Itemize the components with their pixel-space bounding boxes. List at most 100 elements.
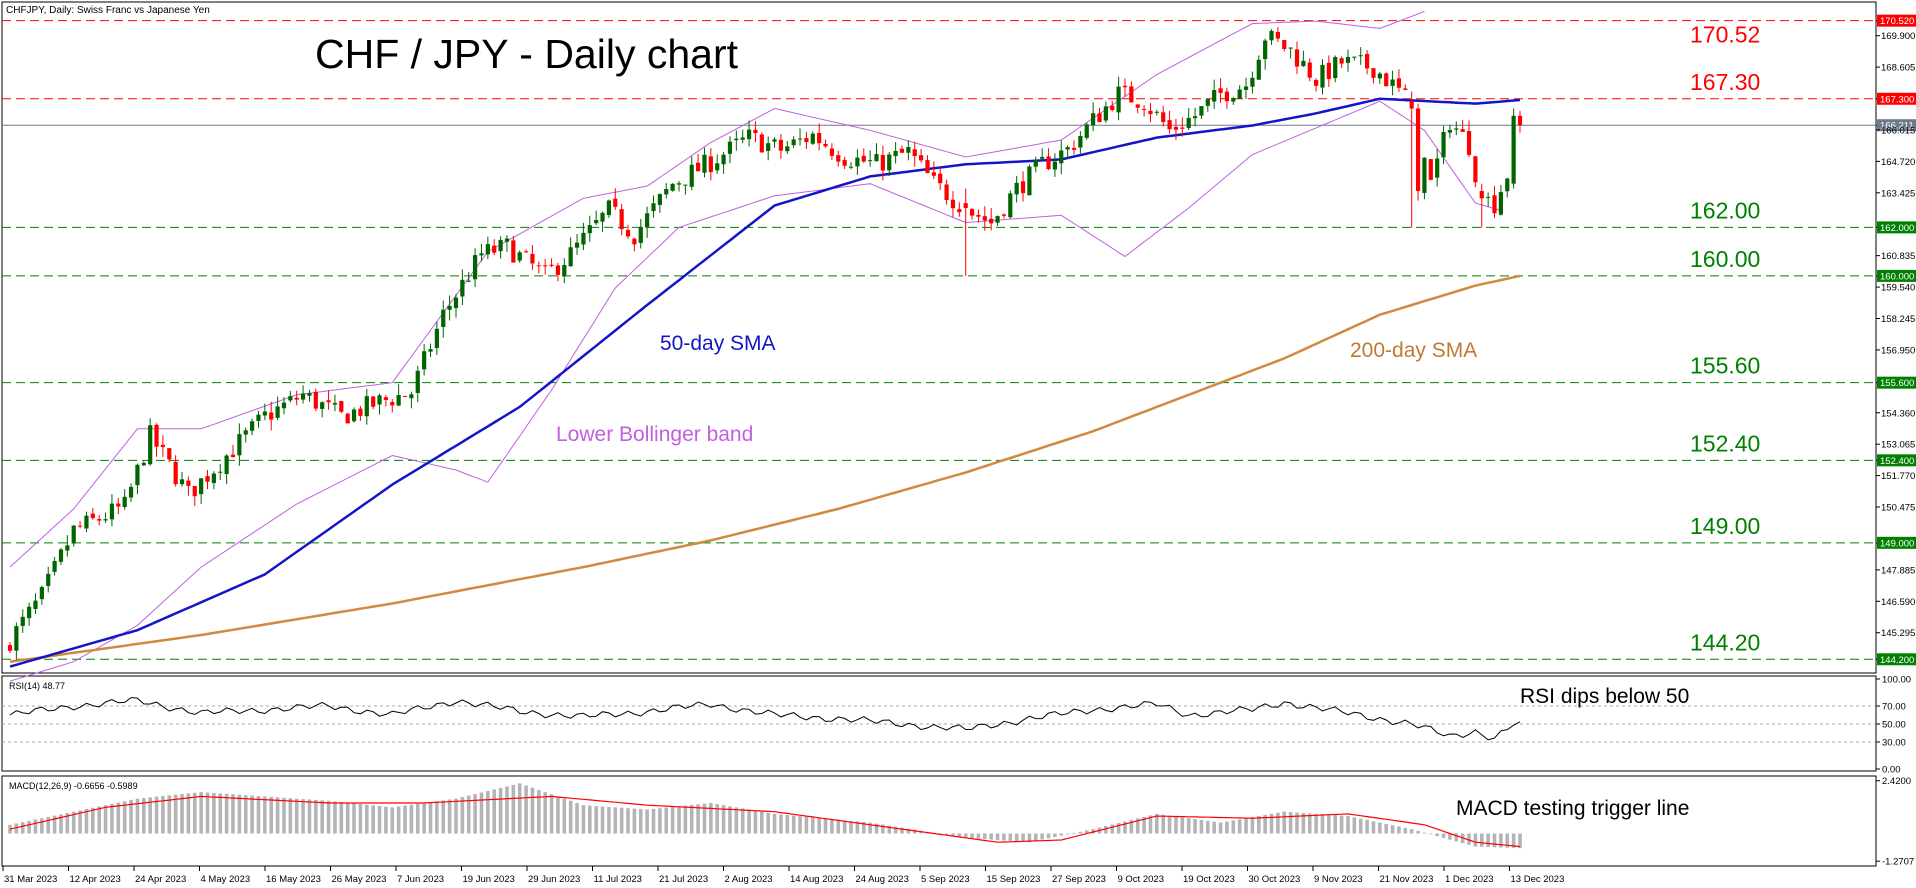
candle — [536, 261, 541, 274]
macd-bar — [371, 805, 375, 834]
macd-bar — [14, 823, 19, 834]
macd-bar — [231, 794, 235, 834]
candle — [613, 188, 618, 210]
macd-bar — [218, 793, 223, 834]
candle — [1358, 47, 1363, 65]
macd-bar — [415, 803, 420, 834]
time-axis: 31 Mar 2023 12 Apr 2023 24 Apr 2023 4 May 2… — [2, 866, 1564, 885]
macd-bar — [148, 797, 152, 834]
macd-bar — [186, 793, 191, 834]
candle — [154, 423, 159, 457]
macd-bar — [1027, 833, 1032, 843]
macd-bar — [422, 802, 426, 834]
candle — [1505, 177, 1510, 198]
candle — [428, 343, 433, 358]
time-tick-label: 27 Sep 2023 — [1052, 874, 1106, 885]
macd-bar — [1135, 818, 1140, 834]
macd-bar — [46, 816, 51, 834]
candle — [982, 206, 987, 231]
candle — [600, 211, 605, 233]
candle — [848, 161, 854, 170]
macd-bar — [460, 797, 465, 834]
candle — [434, 321, 439, 355]
candle — [409, 391, 414, 409]
candle — [1205, 98, 1210, 112]
macd-bar — [84, 809, 89, 834]
macd-bar — [1174, 816, 1178, 834]
candle — [517, 250, 522, 263]
price-tick-label: 167.300 — [1880, 94, 1914, 105]
candle — [625, 224, 631, 239]
candle — [1275, 27, 1280, 42]
candle — [829, 143, 834, 160]
macd-bar — [1161, 814, 1166, 834]
macd-bar — [709, 802, 713, 834]
candle — [925, 155, 930, 174]
macd-bar — [1499, 833, 1503, 848]
candle — [823, 139, 828, 148]
support-label: 155.60 — [1690, 353, 1760, 379]
macd-bar — [970, 833, 974, 839]
time-tick-label: 9 Nov 2023 — [1314, 874, 1363, 885]
candle — [33, 593, 38, 615]
candle — [1110, 100, 1115, 112]
candle — [205, 469, 210, 490]
rsi-indicator: 100.00 70.00 50.00 30.00 0.00 — [2, 675, 1911, 776]
time-tick-label: 15 Sep 2023 — [987, 874, 1041, 885]
price-axis: 170.520 169.900 168.605 167.300 166.211166.0… — [1876, 14, 1916, 666]
macd-bar — [1250, 817, 1255, 834]
candle — [817, 123, 822, 151]
candle — [1243, 77, 1249, 99]
macd-bar — [1002, 833, 1006, 841]
macd-bar — [1033, 833, 1038, 841]
candle — [479, 243, 484, 262]
candle — [708, 148, 713, 181]
time-tick-label: 14 Aug 2023 — [790, 874, 843, 885]
candle — [1078, 131, 1083, 154]
candle — [402, 395, 408, 397]
macd-bar — [562, 798, 567, 834]
candle — [275, 396, 280, 420]
macd-bar — [116, 802, 121, 834]
candle — [173, 455, 178, 487]
price-tick-label: 166.211 — [1880, 121, 1914, 132]
candle — [887, 151, 892, 177]
macd-panel-frame — [1, 775, 1877, 867]
candle — [492, 239, 497, 256]
candle — [250, 418, 255, 436]
macd-bar — [192, 792, 197, 834]
bollinger-annotation: Lower Bollinger band — [556, 423, 753, 446]
macd-bar — [689, 804, 694, 834]
candle — [339, 400, 344, 414]
candle — [7, 641, 13, 654]
time-tick-label: 4 May 2023 — [201, 874, 251, 885]
macd-bar — [492, 789, 497, 834]
candle — [77, 521, 83, 529]
candle — [345, 412, 350, 424]
macd-bar — [651, 808, 656, 834]
candle — [485, 236, 490, 260]
macd-bar — [581, 805, 586, 834]
time-tick-label: 31 Mar 2023 — [4, 874, 57, 885]
macd-bar — [1059, 833, 1064, 836]
macd-bar — [638, 809, 643, 834]
macd-bar — [900, 827, 904, 834]
support-label: 149.00 — [1690, 513, 1760, 539]
candle — [861, 148, 866, 163]
price-tick-label: 159.540 — [1881, 283, 1915, 294]
macd-bar — [1186, 818, 1191, 834]
candle — [1192, 107, 1198, 127]
macd-bar — [1486, 833, 1490, 847]
macd-bar — [830, 819, 834, 834]
candle — [504, 235, 510, 252]
macd-bar — [358, 804, 363, 834]
rsi-line — [9, 697, 1521, 741]
price-tag — [1877, 221, 1916, 234]
candle — [632, 237, 637, 252]
macd-indicator: 2.4200 -1.2707 — [8, 776, 1914, 868]
time-tick-label: 30 Oct 2023 — [1249, 874, 1301, 885]
macd-bar — [486, 790, 490, 834]
price-tick-label: 169.900 — [1881, 31, 1915, 42]
candle — [453, 293, 459, 318]
macd-bar — [1307, 813, 1312, 834]
